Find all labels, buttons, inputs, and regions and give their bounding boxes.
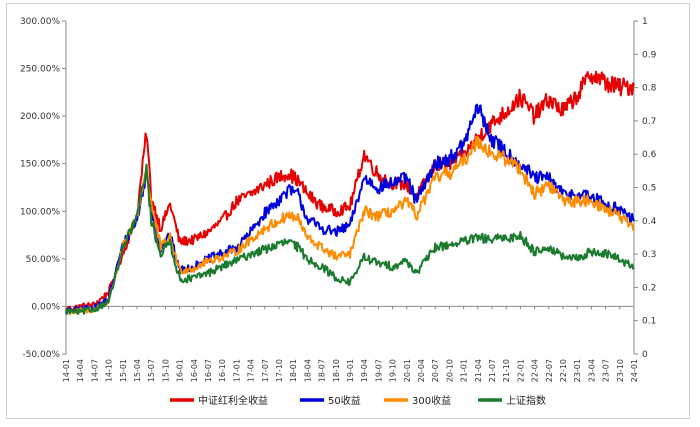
x-tick-label: 14-10 <box>105 359 114 382</box>
x-tick-label: 20-07 <box>431 359 440 382</box>
right-tick-label: 0.7 <box>642 117 656 127</box>
x-tick-label: 21-01 <box>460 359 469 382</box>
left-tick-label: 300.00% <box>20 17 60 27</box>
left-tick-label: 200.00% <box>20 112 60 122</box>
right-tick-label: 0.2 <box>642 283 656 293</box>
x-tick-label: 14-01 <box>62 359 71 382</box>
x-tick-label: 21-07 <box>488 359 497 382</box>
right-tick-label: 0.6 <box>642 150 657 160</box>
right-tick-label: 0.5 <box>642 184 656 194</box>
x-tick-label: 19-07 <box>374 359 383 382</box>
x-tick-label: 22-04 <box>531 359 540 382</box>
x-tick-label: 18-01 <box>289 359 298 382</box>
x-tick-label: 16-01 <box>176 359 185 382</box>
right-tick-label: 1 <box>642 17 648 27</box>
x-tick-label: 16-07 <box>204 359 213 382</box>
x-tick-label: 17-10 <box>275 359 284 382</box>
legend-label-4: 上证指数 <box>506 394 546 407</box>
legend-label-1: 中证红利全收益 <box>198 394 268 407</box>
right-tick-label: 0.9 <box>642 50 657 60</box>
series-lines-group <box>65 70 635 316</box>
x-tick-label: 15-10 <box>161 359 170 382</box>
right-tick-label: 0.8 <box>642 84 657 94</box>
x-tick-label: 20-01 <box>403 359 412 382</box>
chart-frame: 300.00% 250.00% 200.00% 150.00% 100.00% 50.00… <box>6 3 690 419</box>
right-tick-label: 0.4 <box>642 217 657 227</box>
x-tick-label: 22-01 <box>516 359 525 382</box>
left-tick-label: -50.00% <box>22 350 60 360</box>
x-tick-label: 16-04 <box>190 359 199 382</box>
x-tick-label: 21-10 <box>502 359 511 382</box>
x-tick-label: 17-01 <box>232 359 241 382</box>
right-tick-label: 0 <box>642 350 648 360</box>
x-tick-label: 20-10 <box>445 359 454 382</box>
x-tick-label: 20-04 <box>417 359 426 382</box>
legend-label-3: 300收益 <box>412 394 451 407</box>
x-tick-label: 18-07 <box>318 359 327 382</box>
x-tick-label: 15-01 <box>119 359 128 382</box>
series-line-1 <box>65 70 635 312</box>
left-tick-label: 50.00% <box>26 255 61 265</box>
x-tick-label: 19-10 <box>389 359 398 382</box>
x-tick-label: 22-10 <box>559 359 568 382</box>
x-tick-label: 14-07 <box>90 359 99 382</box>
tick-labels-group: 300.00%250.00%200.00%150.00%100.00%50.00… <box>20 17 657 382</box>
line-chart: 300.00%250.00%200.00%150.00%100.00%50.00… <box>20 17 657 407</box>
series-line-4 <box>65 163 635 315</box>
left-tick-label: 150.00% <box>20 160 60 170</box>
x-tick-label: 22-07 <box>545 359 554 382</box>
left-tick-label: 250.00% <box>20 65 60 75</box>
left-tick-label: 0.00% <box>31 302 60 312</box>
x-tick-label: 19-04 <box>360 359 369 382</box>
series-line-3 <box>65 135 635 316</box>
x-tick-label: 18-10 <box>332 359 341 382</box>
x-tick-label: 17-04 <box>247 359 256 382</box>
x-tick-label: 23-07 <box>602 359 611 382</box>
x-tick-label: 14-04 <box>76 359 85 382</box>
right-tick-label: 0.3 <box>642 250 656 260</box>
x-tick-label: 23-04 <box>587 359 596 382</box>
x-tick-label: 15-04 <box>133 359 142 382</box>
x-tick-label: 19-01 <box>346 359 355 382</box>
left-tick-label: 100.00% <box>20 207 60 217</box>
x-tick-label: 23-01 <box>573 359 582 382</box>
x-tick-label: 15-07 <box>147 359 156 382</box>
legend-label-2: 50收益 <box>328 394 361 407</box>
x-tick-label: 16-10 <box>218 359 227 382</box>
x-tick-label: 18-04 <box>303 359 312 382</box>
right-tick-label: 0.1 <box>642 317 656 327</box>
x-tick-label: 24-01 <box>630 359 639 382</box>
x-tick-label: 21-04 <box>474 359 483 382</box>
legend: 中证红利全收益 50收益 300收益 上证指数 <box>170 394 546 407</box>
x-tick-label: 17-07 <box>261 359 270 382</box>
x-tick-label: 23-10 <box>616 359 625 382</box>
